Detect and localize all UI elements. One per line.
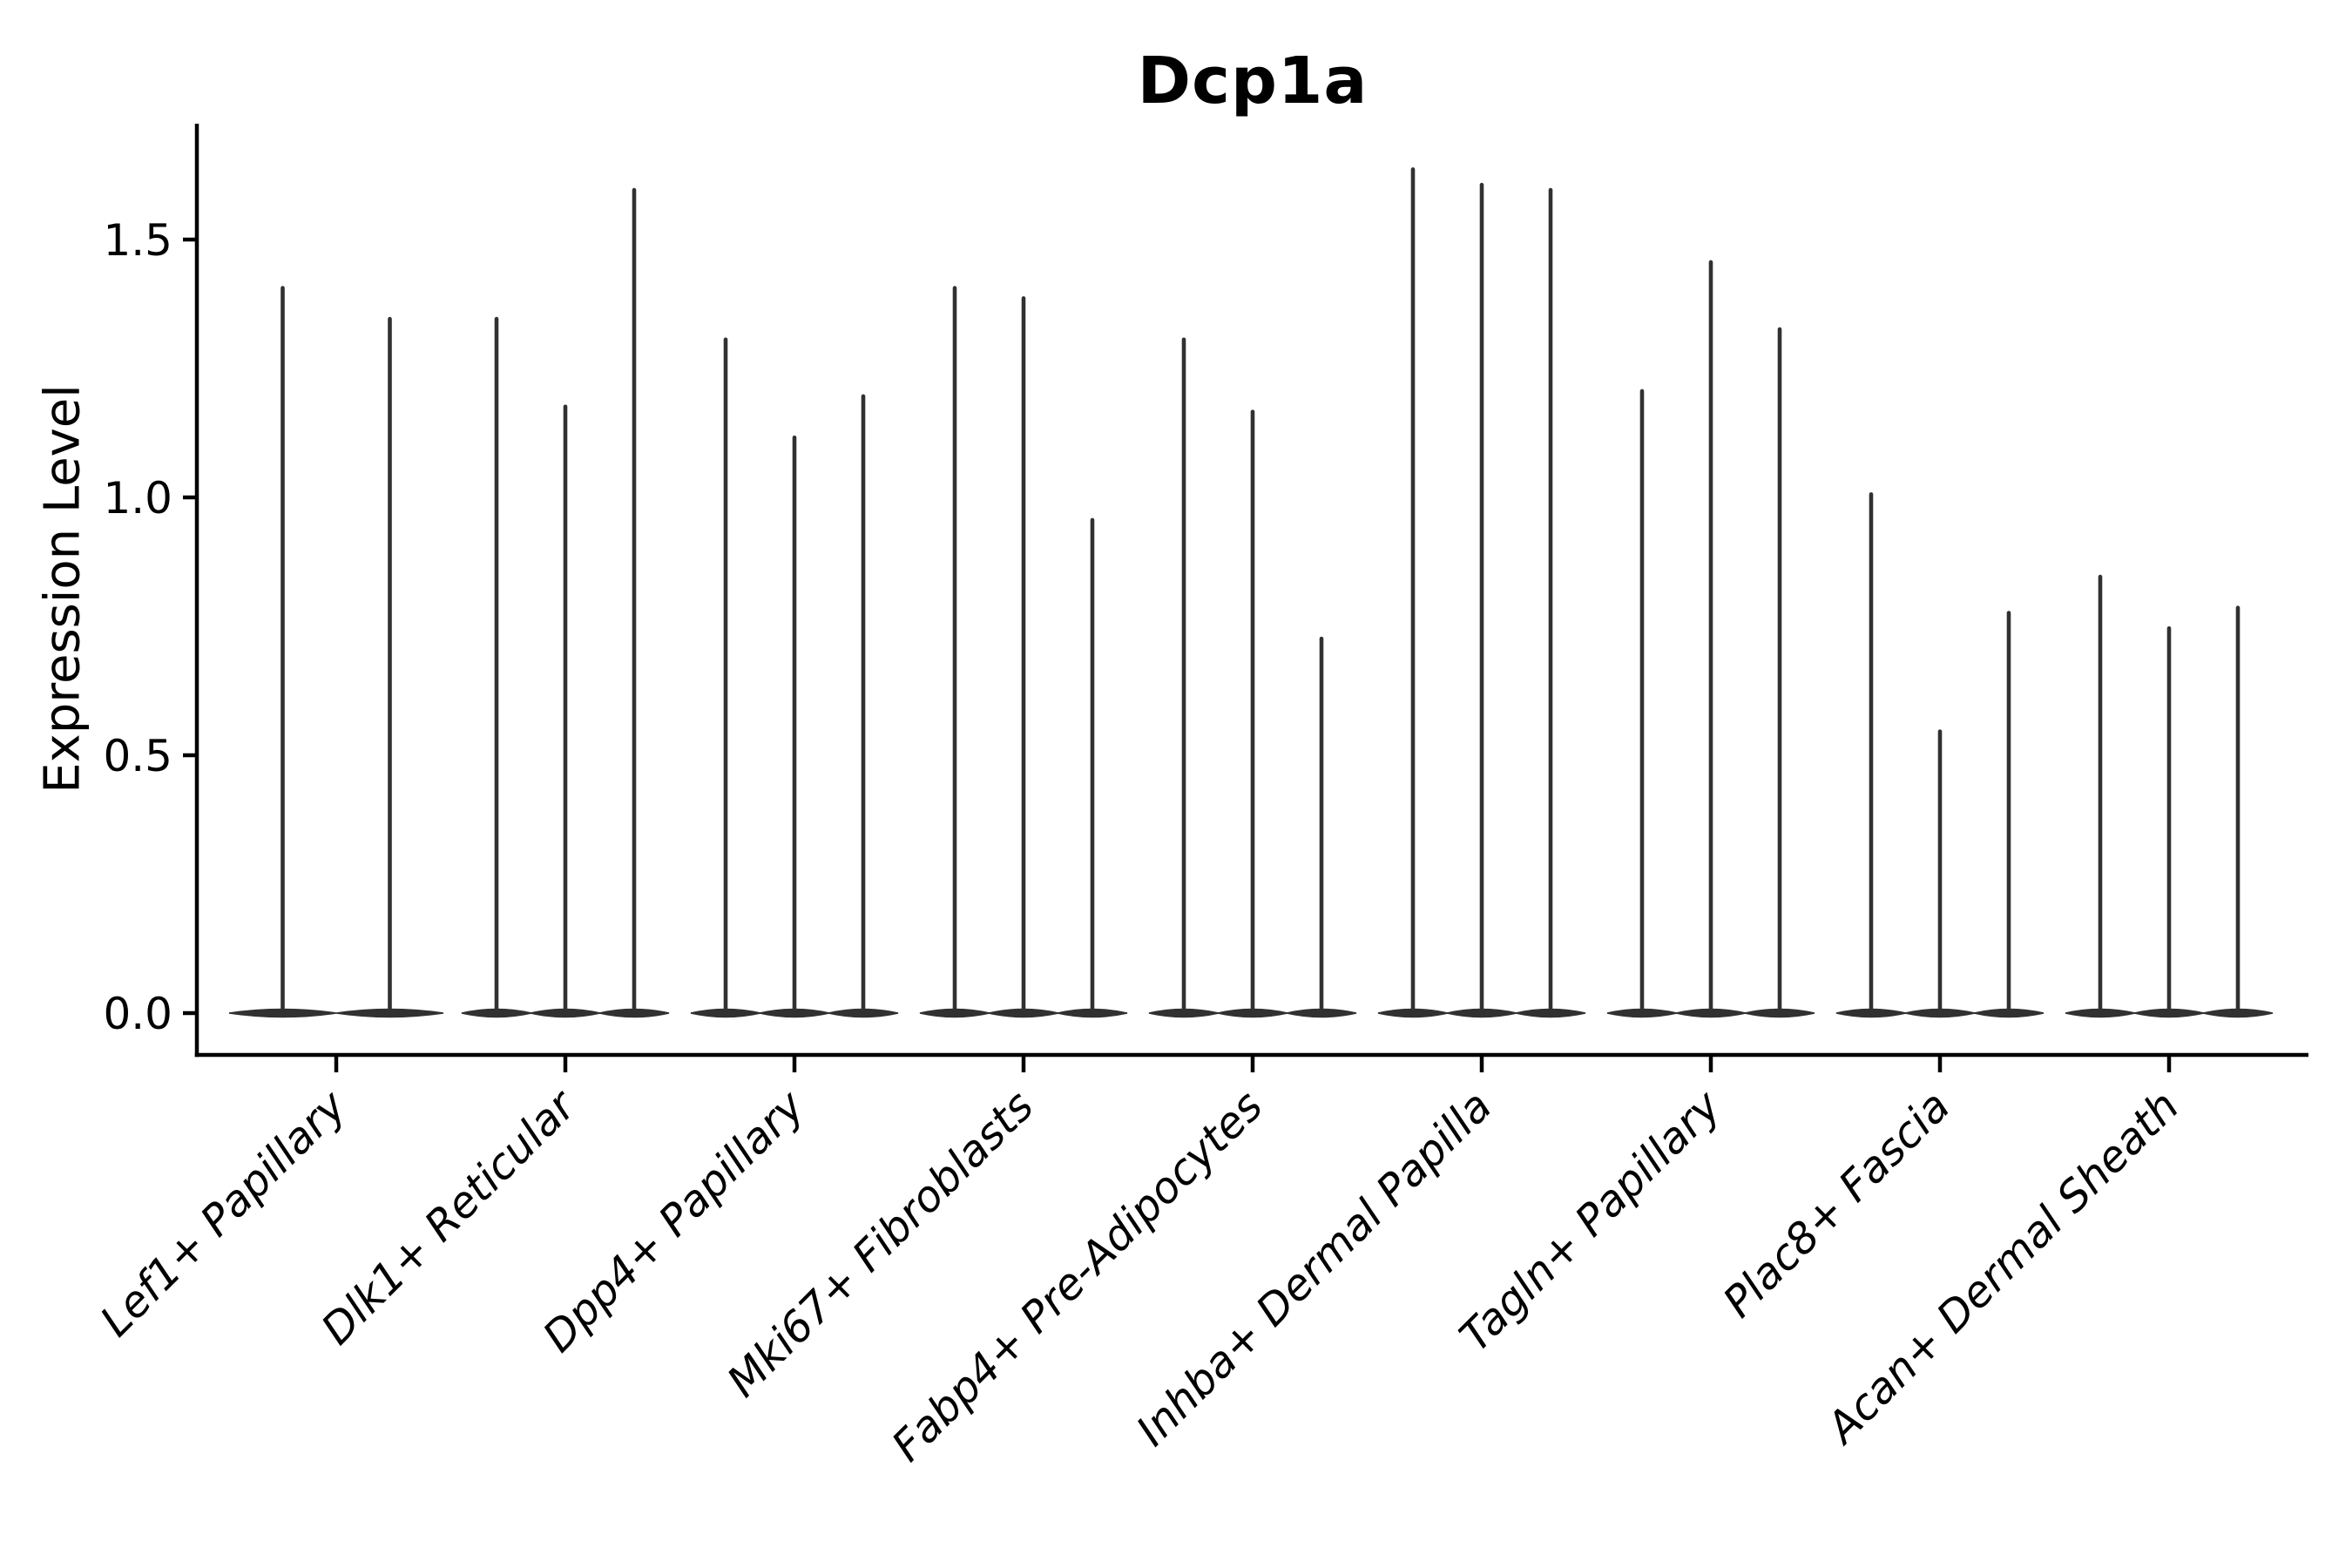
violin-spike — [952, 286, 957, 1017]
violin-spike — [723, 337, 728, 1017]
violin-spike — [792, 435, 797, 1017]
violin-spike — [388, 316, 392, 1017]
x-tick-label: Plac8+ Fascia — [1713, 1081, 1959, 1327]
violin-spike — [1479, 182, 1484, 1017]
violin-spike — [1548, 187, 1553, 1017]
violin-spike — [1181, 337, 1186, 1017]
violin-spike — [1777, 327, 1782, 1017]
violin-spike — [1869, 492, 1874, 1017]
violin-spike — [494, 316, 499, 1017]
violin-spike — [280, 286, 285, 1017]
violin-spike — [2098, 574, 2103, 1017]
violin-spike — [563, 404, 568, 1017]
x-tick-label: Dlk1+ Reticular — [312, 1079, 586, 1354]
violin-spike — [1021, 296, 1026, 1017]
violin-spike — [632, 187, 637, 1017]
violin-spike — [2235, 605, 2240, 1017]
x-tick-label: Fabp4+ Pre-Adipocytes — [882, 1081, 1273, 1471]
violin-spike — [1639, 389, 1645, 1017]
x-tick-label: Lef1+ Papillary — [91, 1080, 356, 1346]
y-tick-label: 0.5 — [103, 731, 172, 781]
violin-spike — [2006, 611, 2011, 1017]
violin-spike — [1410, 167, 1416, 1017]
y-tick-label: 1.5 — [103, 215, 172, 266]
violin-spike — [1250, 409, 1255, 1017]
violin-spike — [861, 394, 866, 1017]
violin-spike — [1708, 260, 1713, 1017]
y-tick-label: 0.0 — [103, 989, 172, 1039]
chart-title: Dcp1a — [1137, 44, 1369, 118]
violin-spike — [1319, 636, 1324, 1017]
y-tick-label: 1.0 — [103, 473, 172, 524]
violin-spike — [1090, 517, 1095, 1017]
violin-spike — [1937, 729, 1943, 1017]
violin-spike — [2166, 626, 2172, 1017]
